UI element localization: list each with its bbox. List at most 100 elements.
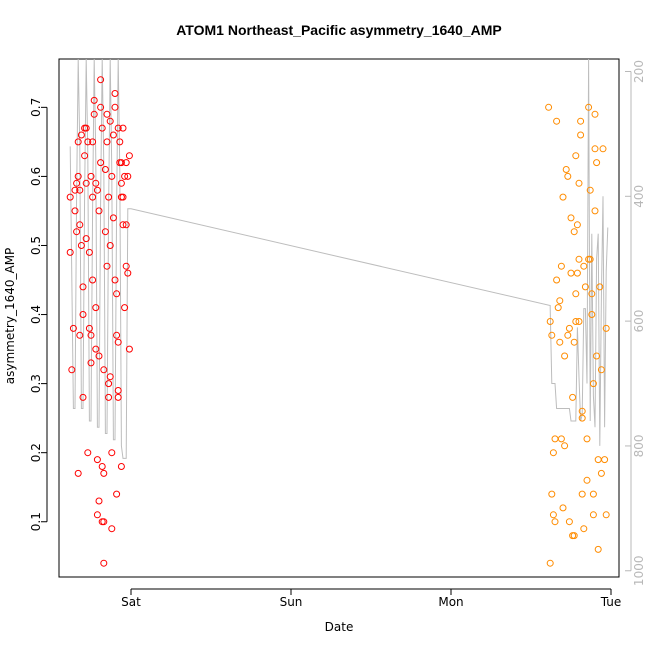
data-point [93, 186, 101, 194]
data-point [575, 179, 583, 187]
data-point [589, 511, 597, 519]
data-point [567, 269, 575, 277]
data-point [105, 380, 113, 388]
data-point [84, 138, 92, 146]
data-point [69, 324, 77, 332]
y-tick-label: 0.3 [29, 374, 43, 393]
data-point [74, 172, 82, 180]
data-point [559, 504, 567, 512]
data-point [111, 103, 119, 111]
data-point [602, 511, 610, 519]
data-point [92, 304, 100, 312]
depth-tick-label: 800 [632, 434, 646, 457]
data-point [100, 469, 108, 477]
data-point [77, 242, 85, 249]
data-point [570, 338, 578, 346]
y-tick-label: 0.6 [29, 167, 43, 186]
data-point [114, 387, 122, 394]
data-point [578, 414, 586, 422]
data-point [545, 103, 553, 111]
data-point [548, 490, 556, 498]
y-tick-label: 0.4 [29, 305, 43, 324]
data-point [556, 297, 564, 305]
data-point [591, 207, 599, 215]
data-point [124, 269, 132, 277]
depth-tick-label: 1000 [632, 556, 646, 587]
data-point [553, 276, 561, 284]
data-point [117, 463, 125, 470]
data-point [573, 269, 581, 277]
data-point [100, 518, 108, 526]
data-point [105, 393, 113, 401]
data-point [564, 172, 572, 180]
data-point [116, 138, 124, 146]
data-point [66, 193, 74, 201]
data-point [89, 276, 97, 284]
data-point [122, 262, 130, 270]
data-points-layer [66, 76, 610, 567]
data-point [84, 449, 92, 457]
data-point [588, 311, 596, 318]
data-point [117, 159, 125, 167]
data-point [82, 124, 90, 132]
y-tick-label: 0.7 [29, 98, 43, 117]
data-point [114, 393, 122, 401]
data-point [580, 525, 588, 533]
data-point [593, 159, 601, 167]
data-point [583, 476, 591, 484]
data-point [565, 518, 573, 526]
data-point [106, 242, 114, 249]
data-point [109, 214, 117, 222]
data-point [98, 463, 106, 470]
data-point [90, 110, 98, 118]
data-point [71, 186, 79, 194]
data-point [79, 311, 87, 318]
data-point [581, 283, 589, 291]
data-point [572, 152, 580, 160]
plot-frame [58, 58, 620, 578]
data-point [100, 366, 108, 374]
data-point [125, 345, 133, 353]
y-tick-label: 0.5 [29, 236, 43, 255]
data-point [121, 172, 129, 180]
data-point [103, 262, 111, 270]
data-point [577, 131, 585, 139]
data-point [74, 138, 82, 146]
y-axis-label: asymmetry_1640_AMP [3, 248, 17, 385]
data-point [98, 124, 106, 132]
data-point [599, 145, 607, 153]
data-point [122, 221, 130, 229]
depth-tick-label: 400 [632, 185, 646, 208]
data-point [122, 159, 130, 167]
depth-tick-label: 600 [632, 310, 646, 333]
data-point [572, 290, 580, 298]
data-point [557, 435, 565, 443]
data-point [119, 221, 127, 229]
data-point [89, 193, 97, 201]
data-point [114, 124, 122, 132]
data-point [108, 525, 116, 533]
data-point [87, 359, 95, 367]
data-point [580, 262, 588, 270]
data-point [76, 331, 84, 339]
data-point [100, 559, 108, 567]
axes-layer: Sat Sun Mon Tue 0.1 0.2 0.3 0.4 0.5 0.6 0.7 200 400 6… [29, 60, 646, 609]
data-point [562, 166, 570, 173]
data-point [73, 228, 81, 236]
data-point [551, 435, 559, 443]
data-point [93, 456, 101, 464]
data-point [103, 138, 111, 146]
data-point [68, 366, 76, 374]
data-point [548, 331, 556, 339]
data-point [97, 159, 105, 167]
data-point [103, 110, 111, 118]
data-point [124, 172, 132, 180]
data-point [551, 518, 559, 526]
data-point [119, 193, 127, 201]
x-tick-label: Tue [600, 595, 622, 609]
data-point [92, 345, 100, 353]
data-point [109, 131, 117, 139]
x-axis-label: Date [325, 620, 354, 634]
